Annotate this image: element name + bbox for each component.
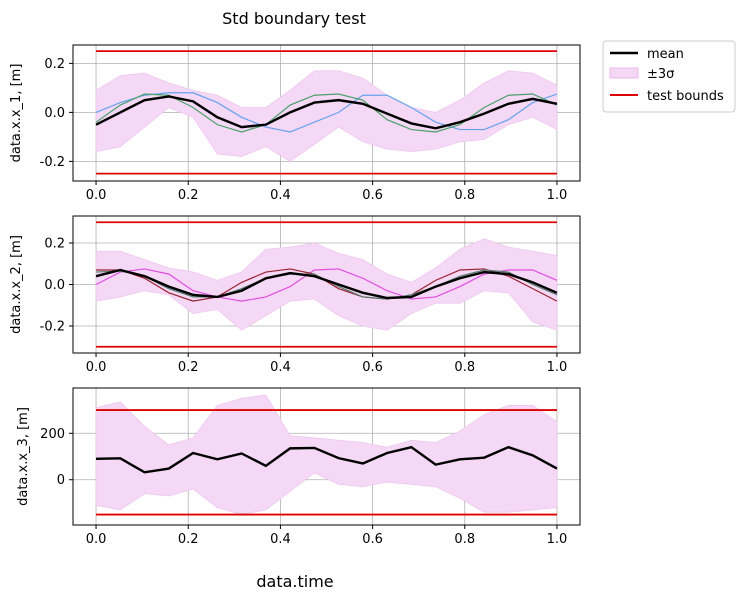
x-tick-label: 0.0	[86, 360, 107, 375]
legend-bounds-label: test bounds	[647, 89, 724, 104]
y-tick-label: 200	[40, 427, 65, 442]
y-tick-label: 0	[57, 473, 65, 488]
y-tick-label: 0.0	[44, 106, 65, 121]
x-tick-label: 1.0	[547, 360, 568, 375]
y-axis-label: data.x.x_1, [m]	[9, 64, 24, 163]
sigma-band	[95, 70, 558, 162]
y-tick-label: -0.2	[40, 155, 65, 170]
plot-area	[95, 221, 558, 348]
subplot-3: 0.0 0.2 0.4 0.6 0.8 1.0 0 200 data.x.x_3, [m]	[16, 387, 581, 547]
legend-band-swatch	[609, 67, 639, 79]
x-tick-label: 0.2	[178, 532, 199, 547]
subplots: 0.0 0.2 0.4 0.6 0.8 1.0 -0.2 0.0 0.2 data.x.x_1, …	[9, 44, 581, 547]
x-tick-label: 0.6	[362, 360, 383, 375]
axes-frame	[72, 44, 581, 182]
x-tick-label: 1.0	[547, 532, 568, 547]
plot-area	[95, 394, 558, 516]
x-tick-label: 0.6	[362, 188, 383, 203]
x-tick-label: 0.4	[270, 532, 291, 547]
x-tick-label: 0.6	[362, 532, 383, 547]
mean-line	[95, 268, 558, 300]
mean-line	[96, 445, 558, 474]
x-tick-label: 0.8	[454, 532, 475, 547]
x-tick-label: 0.2	[178, 360, 199, 375]
subplot-1: 0.0 0.2 0.4 0.6 0.8 1.0 -0.2 0.0 0.2 data.x.x_1, …	[9, 44, 581, 203]
y-tick-label: 0.2	[44, 236, 65, 251]
x-tick-label: 0.8	[454, 188, 475, 203]
y-axis-label: data.x.x_3, [m]	[16, 407, 31, 506]
y-tick-label: -0.2	[40, 320, 65, 335]
x-tick-label: 0.0	[86, 188, 107, 203]
mean-line	[95, 95, 558, 130]
subplot-2: 0.0 0.2 0.4 0.6 0.8 1.0 -0.2 0.0 0.2 data.x.x_2, …	[9, 215, 581, 375]
x-tick-label: 0.4	[270, 188, 291, 203]
y-axis-label: data.x.x_2, [m]	[9, 235, 24, 334]
x-tick-label: 0.0	[86, 532, 107, 547]
x-tick-label: 1.0	[547, 188, 568, 203]
x-tick-label: 0.8	[454, 360, 475, 375]
sigma-band	[95, 238, 558, 331]
x-tick-label: 0.2	[178, 188, 199, 203]
y-tick-label: 0.2	[44, 57, 65, 72]
x-axis-label: data.time	[256, 572, 333, 591]
figure-title: Std boundary test	[222, 9, 366, 28]
axes-frame	[72, 387, 581, 526]
legend-band-label: ±3σ	[647, 67, 674, 82]
y-tick-label: 0.0	[44, 278, 65, 293]
sigma-band	[95, 394, 558, 515]
x-tick-label: 0.4	[270, 360, 291, 375]
legend: mean ±3σ test bounds	[602, 40, 736, 113]
plot-area	[95, 50, 558, 175]
legend-mean-label: mean	[647, 47, 684, 62]
sample-series-1	[95, 92, 558, 133]
sample-series-1	[95, 268, 558, 302]
